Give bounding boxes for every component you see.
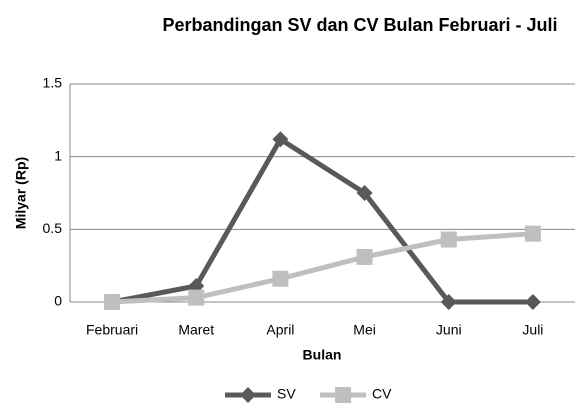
marker xyxy=(356,185,373,201)
y-tick-label: 1 xyxy=(54,147,62,163)
y-axis-label: Milyar (Rp) xyxy=(13,157,29,229)
x-tick-label: April xyxy=(266,322,294,338)
marker xyxy=(272,131,289,148)
marker xyxy=(524,294,541,310)
x-tick-label: Februari xyxy=(86,322,138,338)
marker xyxy=(104,294,121,310)
x-tick-label: Maret xyxy=(178,322,214,338)
x-tick-label: Juni xyxy=(436,322,462,338)
marker xyxy=(524,225,541,242)
marker xyxy=(188,289,205,306)
x-tick-label: Juli xyxy=(522,322,543,338)
chart-title: Perbandingan SV dan CV Bulan Februari - … xyxy=(162,15,558,35)
marker xyxy=(335,387,351,403)
legend-label: SV xyxy=(277,386,296,402)
y-tick-label: 0.5 xyxy=(43,220,63,236)
y-tick-label: 0 xyxy=(54,293,62,309)
marker xyxy=(240,387,256,403)
marker xyxy=(356,248,373,265)
marker xyxy=(440,294,457,310)
x-axis-label: Bulan xyxy=(303,347,342,363)
marker xyxy=(440,231,457,248)
series-line xyxy=(111,231,534,305)
legend-label: CV xyxy=(372,386,392,402)
y-tick-label: 1.5 xyxy=(43,75,63,91)
series-line xyxy=(111,135,533,305)
x-tick-label: Mei xyxy=(353,322,376,338)
marker xyxy=(272,270,289,287)
